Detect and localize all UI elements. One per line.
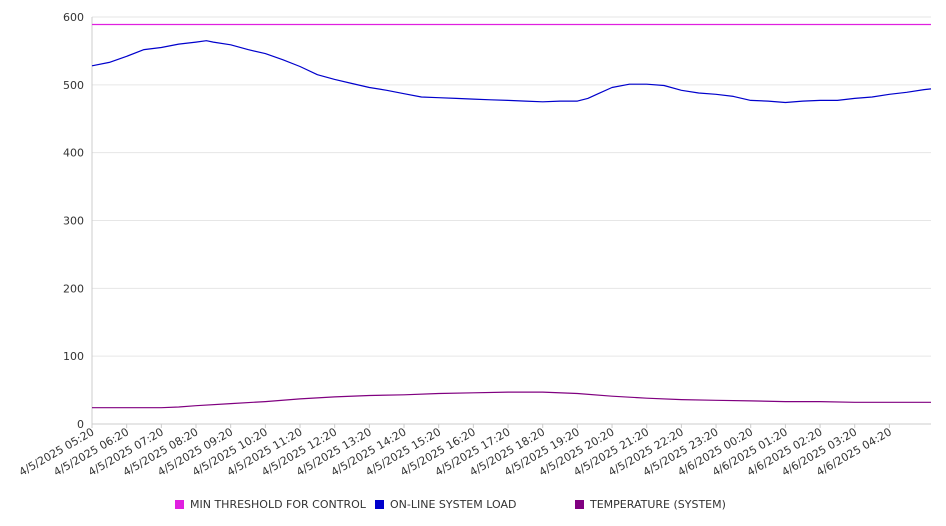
legend-swatch (575, 500, 584, 509)
y-tick-label: 500 (63, 79, 84, 92)
y-tick-label: 200 (63, 282, 84, 295)
y-tick-label: 0 (77, 418, 84, 431)
online-system-load-line (91, 40, 932, 104)
legend-label: TEMPERATURE (SYSTEM) (590, 498, 726, 511)
series-lines (91, 23, 932, 409)
y-tick-label: 300 (63, 215, 84, 228)
legend-swatch (375, 500, 384, 509)
y-tick-label: 400 (63, 147, 84, 160)
legend-label: MIN THRESHOLD FOR CONTROL (190, 498, 366, 511)
y-axis-tick-labels: 0 100 200 300 400 500 600 (63, 11, 84, 431)
legend-item-temperature-system: TEMPERATURE (SYSTEM) (575, 498, 726, 511)
temperature-line (92, 391, 931, 409)
y-tick-label: 600 (63, 11, 84, 24)
legend-item-min-threshold: MIN THRESHOLD FOR CONTROL (175, 498, 366, 511)
axes (91, 17, 931, 428)
y-tick-label: 100 (63, 350, 84, 363)
legend-label: ON-LINE SYSTEM LOAD (390, 498, 517, 511)
legend-item-online-system-load: ON-LINE SYSTEM LOAD (375, 498, 516, 511)
legend-swatch (175, 500, 184, 509)
x-axis-tick-labels: 4/5/2025 05:204/5/2025 06:204/5/2025 07:… (17, 425, 894, 479)
legend: MIN THRESHOLD FOR CONTROL ON-LINE SYSTEM… (0, 498, 946, 516)
gridlines (92, 16, 931, 357)
